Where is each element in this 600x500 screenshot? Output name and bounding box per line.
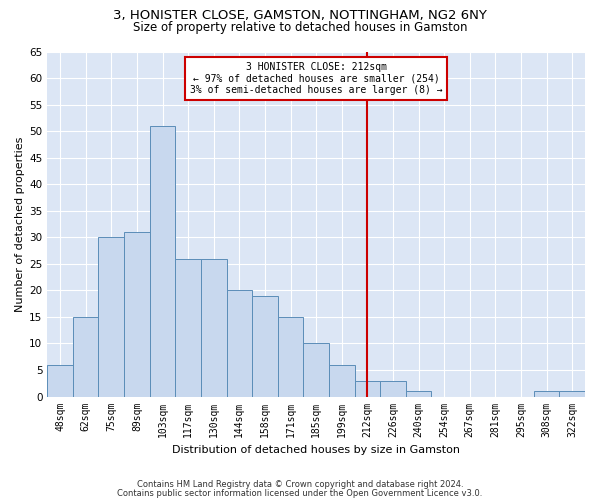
Y-axis label: Number of detached properties: Number of detached properties: [15, 136, 25, 312]
Bar: [406, 391, 431, 396]
Bar: [329, 364, 355, 396]
Bar: [380, 380, 406, 396]
Bar: [124, 232, 150, 396]
Bar: [355, 380, 380, 396]
Text: Contains public sector information licensed under the Open Government Licence v3: Contains public sector information licen…: [118, 489, 482, 498]
Bar: [252, 296, 278, 396]
Bar: [304, 344, 329, 396]
Text: 3, HONISTER CLOSE, GAMSTON, NOTTINGHAM, NG2 6NY: 3, HONISTER CLOSE, GAMSTON, NOTTINGHAM, …: [113, 9, 487, 22]
Bar: [73, 317, 98, 396]
Text: Size of property relative to detached houses in Gamston: Size of property relative to detached ho…: [133, 21, 467, 34]
Bar: [201, 258, 227, 396]
Bar: [559, 391, 585, 396]
Text: 3 HONISTER CLOSE: 212sqm
← 97% of detached houses are smaller (254)
3% of semi-d: 3 HONISTER CLOSE: 212sqm ← 97% of detach…: [190, 62, 442, 96]
Bar: [47, 364, 73, 396]
Bar: [278, 317, 304, 396]
Bar: [534, 391, 559, 396]
Bar: [98, 238, 124, 396]
Bar: [175, 258, 201, 396]
X-axis label: Distribution of detached houses by size in Gamston: Distribution of detached houses by size …: [172, 445, 460, 455]
Bar: [227, 290, 252, 397]
Bar: [150, 126, 175, 396]
Text: Contains HM Land Registry data © Crown copyright and database right 2024.: Contains HM Land Registry data © Crown c…: [137, 480, 463, 489]
